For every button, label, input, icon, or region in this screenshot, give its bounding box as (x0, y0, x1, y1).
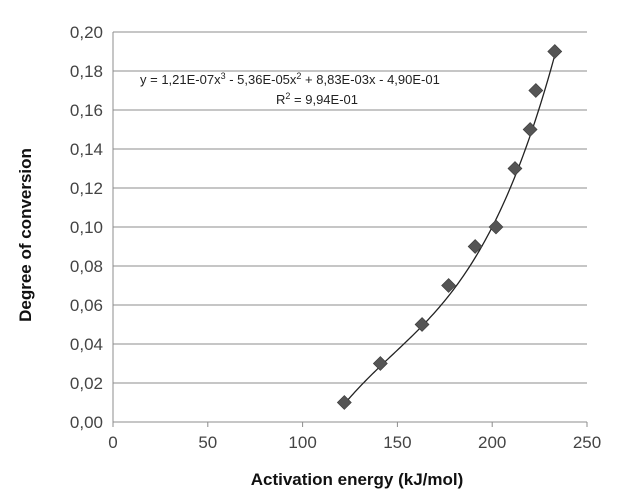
y-tick-label: 0,16 (70, 101, 103, 120)
trendline (343, 55, 556, 405)
y-tick-label: 0,00 (70, 413, 103, 432)
y-tick-labels: 0,00 0,02 0,04 0,06 0,08 0,10 0,12 0,14 0,16 0,18… (70, 23, 103, 432)
y-axis-title: Degree of conversion (16, 148, 35, 322)
y-tick-label: 0,04 (70, 335, 103, 354)
data-point-marker (372, 356, 388, 371)
data-point-marker (528, 83, 544, 98)
trendline-equation: y = 1,21E-07x3 - 5,36E-05x2 + 8,83E-03x … (140, 71, 440, 87)
y-tick-label: 0,02 (70, 374, 103, 393)
data-point-marker (522, 122, 538, 137)
x-axis-title: Activation energy (kJ/mol) (251, 470, 464, 489)
y-tick-label: 0,20 (70, 23, 103, 42)
data-point-marker (488, 219, 504, 235)
y-tick-label: 0,10 (70, 218, 103, 237)
x-tick-label: 150 (383, 433, 411, 452)
data-point-marker (414, 317, 430, 332)
x-tick-label: 200 (478, 433, 506, 452)
axes (112, 32, 588, 427)
y-tick-label: 0,18 (70, 62, 103, 81)
y-tick-label: 0,14 (70, 140, 103, 159)
y-tick-label: 0,12 (70, 179, 103, 198)
r-squared-label: R2 = 9,94E-01 (276, 91, 358, 107)
y-tick-label: 0,08 (70, 257, 103, 276)
x-tick-label: 0 (108, 433, 117, 452)
x-tick-label: 250 (573, 433, 601, 452)
x-tick-label: 100 (288, 433, 316, 452)
data-point-marker (441, 278, 457, 293)
x-tick-label: 50 (198, 433, 217, 452)
gridlines (113, 31, 587, 384)
data-point-marker (507, 161, 523, 176)
data-point-marker (336, 395, 352, 410)
data-point-marker (467, 239, 483, 254)
data-point-marker (547, 44, 563, 59)
data-points (336, 44, 563, 410)
x-tick-labels: 0 50 100 150 200 250 (108, 433, 601, 452)
y-tick-label: 0,06 (70, 296, 103, 315)
